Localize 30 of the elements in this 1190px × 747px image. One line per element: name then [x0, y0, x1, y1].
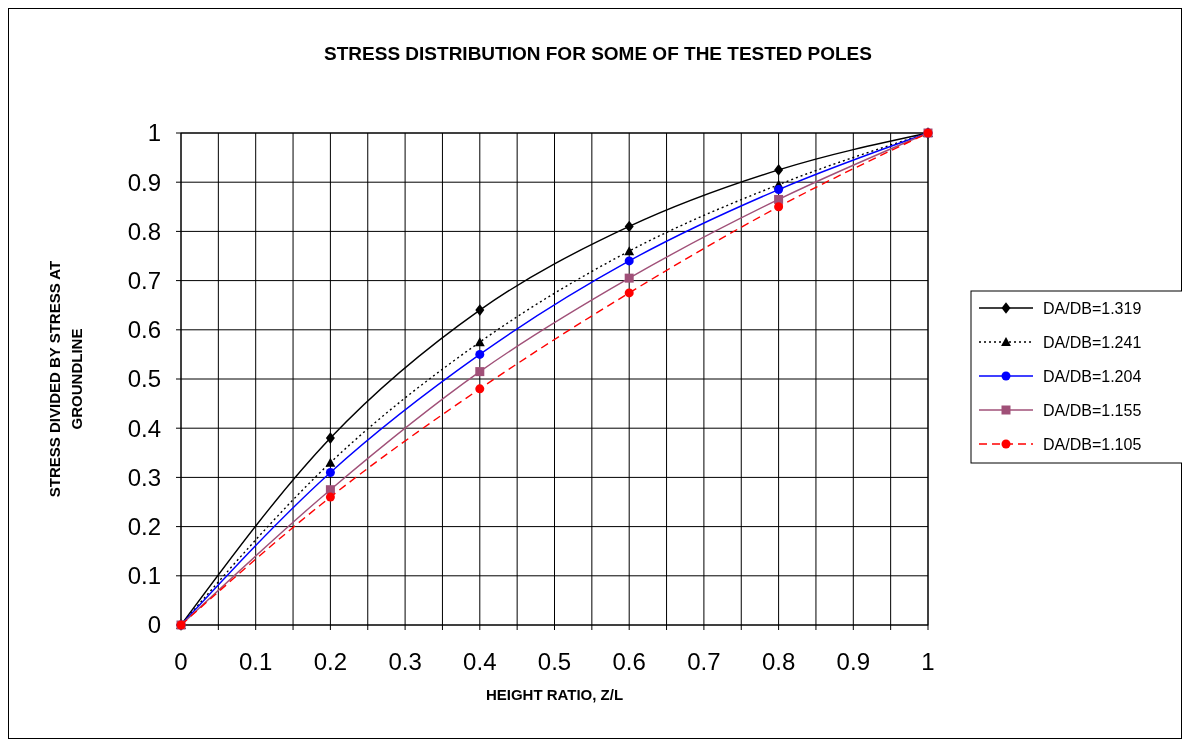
y-tick-label: 0.6: [127, 316, 161, 344]
legend-label: DA/DB=1.155: [1043, 401, 1142, 419]
x-tick-label: 0.9: [836, 648, 870, 675]
y-tick-label: 0: [147, 611, 161, 639]
y-axis-title: STRESS DIVIDED BY STRESS AT GROUNDLINE: [46, 260, 85, 498]
x-axis-title: HEIGHT RATIO, Z/L: [485, 686, 624, 703]
y-tick-label: 0.7: [127, 267, 161, 294]
x-tick-label: 0.3: [388, 648, 422, 675]
chart-title: STRESS DISTRIBUTION FOR SOME OF THE TESTED POLES: [324, 43, 872, 64]
x-tick-label: 0.5: [537, 648, 572, 675]
x-tick-label: 0.2: [313, 648, 348, 675]
x-tick-label: 0.8: [761, 648, 796, 675]
legend-label: DA/DB=1.319: [1043, 299, 1142, 317]
legend-label: DA/DB=1.204: [1043, 367, 1142, 385]
y-tick-label: 0.3: [127, 463, 161, 491]
x-tick-label: 0.7: [687, 648, 721, 675]
x-tick-label: 0: [174, 648, 188, 675]
y-tick-label: 0.4: [127, 414, 161, 442]
x-tick-label: 0.4: [463, 648, 497, 675]
x-tick-label: 1: [921, 648, 935, 675]
x-tick-label: 0.1: [239, 648, 273, 675]
legend-label: DA/DB=1.105: [1043, 435, 1142, 453]
x-tick-label: 0.6: [612, 648, 646, 675]
legend-label: DA/DB=1.241: [1043, 333, 1142, 351]
y-tick-label: 1: [147, 119, 161, 147]
y-tick-label: 0.2: [127, 513, 161, 540]
y-tick-label: 0.8: [127, 217, 161, 245]
y-tick-label: 0.9: [127, 168, 161, 196]
y-tick-label: 0.1: [127, 562, 161, 590]
y-tick-label: 0.5: [127, 365, 161, 393]
